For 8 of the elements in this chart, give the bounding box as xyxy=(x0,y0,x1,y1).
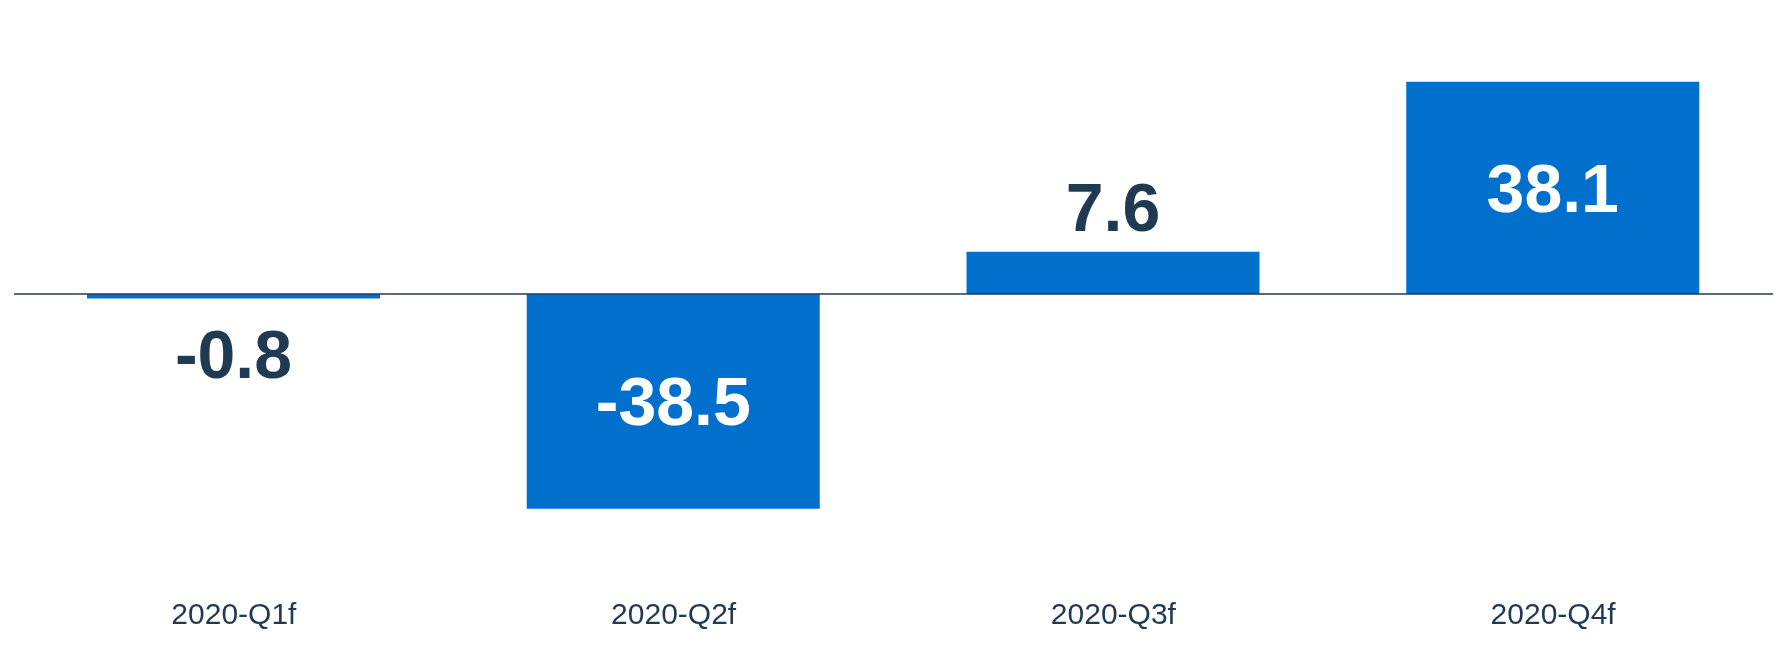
x-tick-label: 2020-Q4f xyxy=(1490,597,1617,631)
data-label: -0.8 xyxy=(174,315,293,392)
x-tick-label: 2020-Q1f xyxy=(171,597,298,631)
data-label: -38.5 xyxy=(595,363,751,440)
data-label: 7.6 xyxy=(1065,168,1161,245)
x-tick-label: 2020-Q2f xyxy=(611,597,737,631)
x-tick-label: 2020-Q3f xyxy=(1050,597,1177,631)
data-label: 38.1 xyxy=(1486,149,1619,226)
